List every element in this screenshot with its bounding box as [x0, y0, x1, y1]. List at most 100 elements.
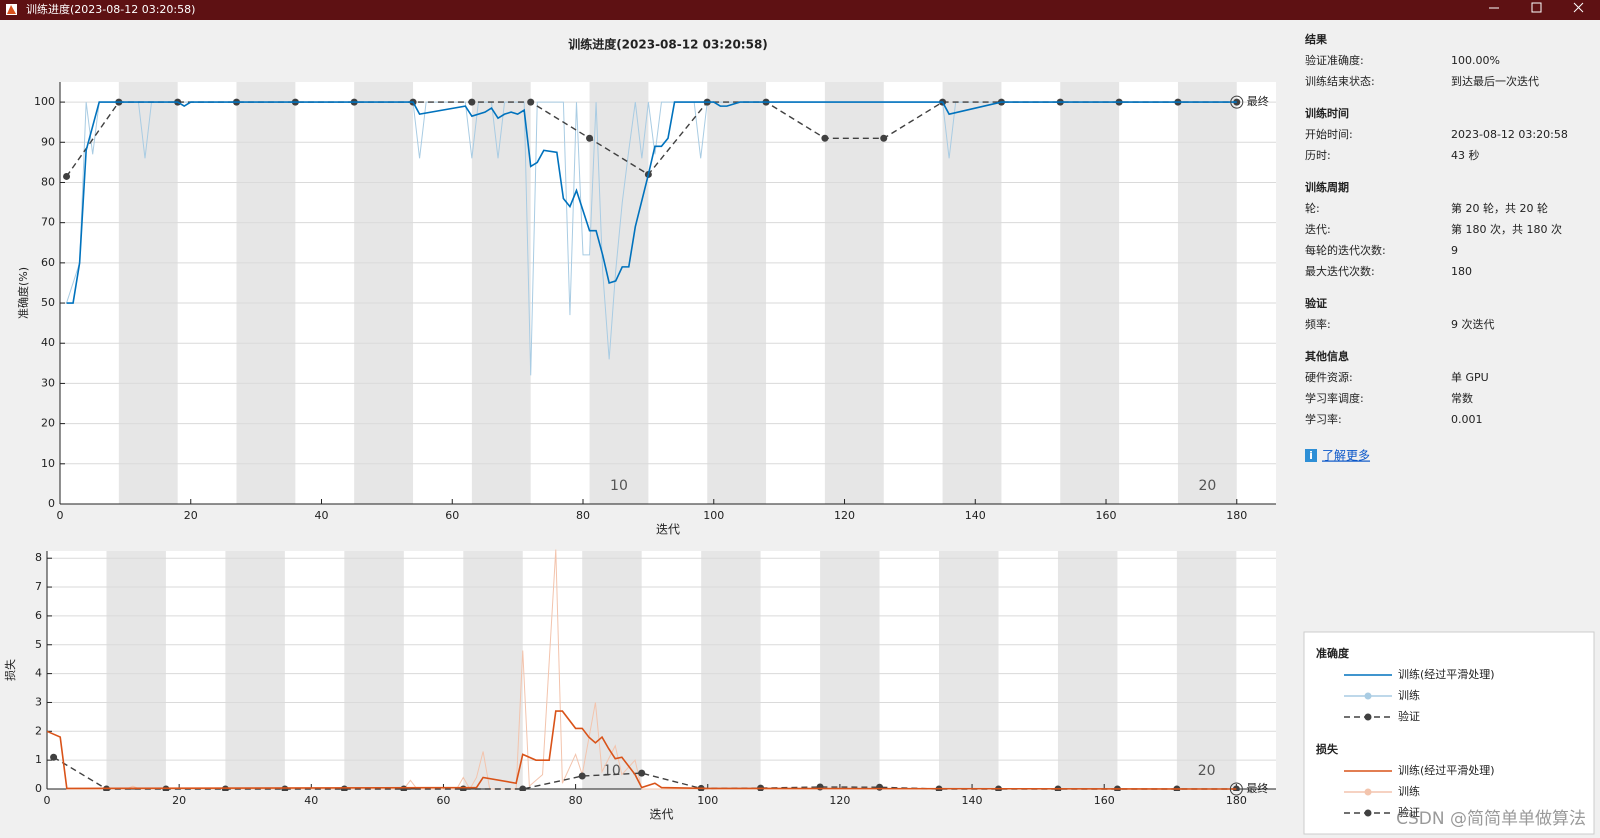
panel-label: 频率:: [1305, 317, 1331, 331]
x-tick-label: 0: [57, 509, 64, 522]
final-ring: [1230, 95, 1244, 109]
window-title: 训练进度(2023-08-12 03:20:58): [26, 2, 195, 16]
x-tick-label: 100: [697, 794, 718, 807]
y-tick-label: 0: [48, 497, 55, 510]
app-icon-mark: [7, 5, 16, 14]
panel-label: 验证准确度:: [1305, 53, 1364, 67]
x-tick-label: 80: [576, 509, 590, 522]
legend-marker: [1364, 692, 1372, 700]
x-tick-label: 80: [569, 794, 583, 807]
panel-value: 第 180 次，共 180 次: [1451, 222, 1562, 236]
epoch-band: [820, 551, 880, 789]
epoch-band: [463, 551, 523, 789]
panel-heading: 验证: [1305, 296, 1327, 310]
info-icon: [1305, 449, 1317, 462]
legend-label: 训练(经过平滑处理): [1398, 667, 1495, 681]
y-tick-label: 60: [41, 256, 55, 269]
panel-label: 学习率:: [1305, 412, 1342, 426]
legend-label: 验证: [1398, 805, 1420, 819]
legend-box: [1303, 631, 1595, 835]
panel-heading: 训练时间: [1305, 106, 1349, 120]
epoch-label: 10: [610, 478, 628, 494]
series-marker: [816, 783, 824, 791]
series-marker: [519, 785, 527, 791]
series-marker: [821, 134, 829, 142]
legend-label: 训练(经过平滑处理): [1398, 763, 1495, 777]
panel-label: 轮:: [1305, 201, 1320, 215]
series-marker: [63, 172, 71, 180]
epoch-band: [118, 82, 178, 504]
y-tick-label: 8: [35, 551, 42, 564]
epoch-label: 20: [1198, 763, 1216, 779]
legend-marker: [1364, 788, 1372, 796]
y-tick-label: 7: [35, 580, 42, 593]
epoch-band: [582, 551, 642, 789]
epoch-band: [225, 551, 285, 789]
series-marker: [50, 753, 58, 761]
series-marker: [638, 769, 646, 777]
series-group: [63, 98, 1241, 376]
epoch-band: [942, 82, 1002, 504]
y-tick-label: 30: [41, 376, 55, 389]
panel-value: 9 次迭代: [1451, 317, 1495, 331]
watermark: CSDN @简简单单做算法: [1396, 809, 1586, 829]
x-tick-label: 180: [1226, 509, 1247, 522]
x-tick-label: 20: [184, 509, 198, 522]
epoch-band: [106, 551, 166, 789]
panel-value: 常数: [1451, 392, 1473, 405]
y-tick-label: 80: [41, 175, 55, 188]
y-tick-label: 5: [35, 638, 42, 651]
epoch-band: [824, 82, 884, 504]
panel-value: 100.00%: [1451, 54, 1500, 67]
epoch-label: 20: [1198, 478, 1216, 494]
x-tick-label: 120: [829, 794, 850, 807]
legend-label: 验证: [1398, 709, 1420, 723]
panel-label: 学习率调度:: [1305, 391, 1364, 405]
y-tick-label: 70: [41, 216, 55, 229]
y-axis-label: 损失: [3, 659, 17, 681]
final-ring: [1229, 782, 1243, 796]
y-tick-label: 4: [35, 667, 42, 680]
legend-label: 训练: [1398, 688, 1420, 702]
y-tick-label: 90: [41, 135, 55, 148]
x-tick-label: 20: [172, 794, 186, 807]
panel-heading: 训练周期: [1305, 180, 1349, 194]
panel-label: 硬件资源:: [1305, 370, 1353, 384]
panel-value: 180: [1451, 265, 1472, 278]
title-bar: [0, 0, 1600, 20]
info-icon-glyph: i: [1309, 449, 1313, 462]
panel-value: 单 GPU: [1451, 371, 1489, 384]
series-marker: [586, 134, 594, 142]
final-label: 最终: [1247, 94, 1269, 108]
x-axis-label: 迭代: [649, 808, 673, 822]
maximize-button[interactable]: [1531, 2, 1542, 13]
panel-label: 最大迭代次数:: [1305, 264, 1375, 278]
y-tick-label: 100: [34, 95, 55, 108]
x-tick-label: 60: [436, 794, 450, 807]
series-line: [66, 101, 1237, 304]
panel-heading: 其他信息: [1305, 349, 1349, 363]
learn-more-link[interactable]: 了解更多: [1322, 449, 1370, 463]
epoch-band: [701, 551, 761, 789]
panel-label: 迭代:: [1305, 223, 1331, 236]
y-tick-label: 0: [35, 782, 42, 795]
x-tick-label: 180: [1226, 794, 1247, 807]
epoch-band: [344, 551, 404, 789]
epoch-band: [939, 551, 999, 789]
x-tick-label: 100: [703, 509, 724, 522]
epoch-band: [1057, 551, 1118, 789]
close-button[interactable]: [1573, 2, 1584, 13]
panel-value: 0.001: [1451, 413, 1483, 426]
y-tick-label: 20: [41, 417, 55, 430]
epoch-band: [589, 82, 649, 504]
epoch-band: [1177, 82, 1237, 504]
y-tick-label: 10: [41, 457, 55, 470]
legend-label: 训练: [1398, 784, 1420, 798]
epoch-band: [471, 82, 531, 504]
panel-label: 开始时间:: [1305, 127, 1353, 141]
panel-value: 43 秒: [1451, 148, 1480, 162]
y-tick-label: 40: [41, 336, 55, 349]
y-tick-label: 50: [41, 296, 55, 309]
